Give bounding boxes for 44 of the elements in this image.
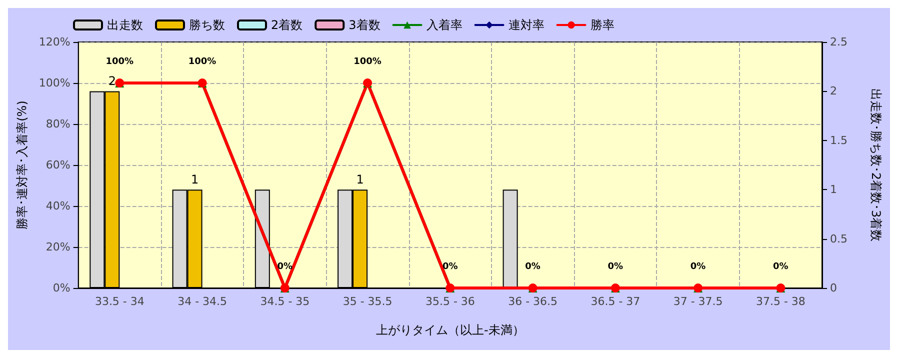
y-tick-label: 80% bbox=[46, 118, 70, 130]
data-label: 0% bbox=[442, 262, 458, 272]
y-tick-label: 60% bbox=[46, 158, 70, 172]
y-tick-label: 20% bbox=[46, 240, 70, 254]
data-label: 1 bbox=[356, 172, 364, 187]
legend-label: 勝率 bbox=[590, 18, 614, 32]
x-tick-label: 37 - 37.5 bbox=[673, 295, 723, 308]
x-tick-label: 33.5 - 34 bbox=[94, 295, 144, 308]
x-tick-label: 34 - 34.5 bbox=[178, 295, 228, 308]
y2-tick-label: 0.5 bbox=[830, 232, 848, 246]
y2-tick-label: 1 bbox=[830, 183, 837, 196]
x-tick-label: 35.5 - 36 bbox=[425, 295, 475, 308]
x-tick-label: 35 - 35.5 bbox=[342, 295, 392, 308]
data-label: 100% bbox=[188, 57, 216, 67]
legend-label: 出走数 bbox=[107, 18, 143, 32]
data-label: 0% bbox=[525, 262, 540, 272]
y-axis-title: 勝率･連対率･入着率(%) bbox=[15, 100, 29, 230]
x-axis-title: 上がりタイム（以上-未満） bbox=[376, 323, 524, 337]
legend-label: 3着数 bbox=[348, 18, 380, 32]
x-tick-label: 34.5 - 35 bbox=[260, 295, 310, 308]
legend-label: 入着率 bbox=[426, 18, 462, 32]
legend-label: 2着数 bbox=[271, 18, 303, 32]
data-label: 0% bbox=[690, 262, 706, 272]
legend-label: 勝ち数 bbox=[189, 18, 225, 32]
data-label: 0% bbox=[608, 262, 624, 272]
y2-tick-label: 0 bbox=[830, 282, 837, 294]
y-tick-label: 40% bbox=[46, 200, 70, 212]
y2-tick-label: 1.5 bbox=[830, 134, 848, 147]
y-tick-label: 120% bbox=[38, 36, 70, 48]
x-tick-label: 37.5 - 38 bbox=[756, 295, 806, 308]
data-label: 1 bbox=[190, 172, 199, 187]
y2-tick-label: 2 bbox=[830, 84, 837, 98]
y-tick-label: 0% bbox=[52, 282, 70, 294]
y2-axis-title: 出走数･勝ち数･2着数･3着数 bbox=[869, 88, 883, 242]
data-label: 100% bbox=[354, 57, 382, 67]
data-label: 0% bbox=[277, 262, 293, 272]
x-tick-label: 36 - 36.5 bbox=[508, 295, 558, 308]
y-tick-label: 100% bbox=[38, 76, 70, 90]
legend-label: 連対率 bbox=[508, 18, 544, 32]
x-tick-label: 36.5 - 37 bbox=[590, 295, 640, 308]
data-label: 0% bbox=[773, 262, 788, 272]
data-label: 2 bbox=[108, 74, 116, 88]
data-label: 100% bbox=[106, 57, 134, 67]
y2-tick-label: 2.5 bbox=[830, 36, 848, 48]
